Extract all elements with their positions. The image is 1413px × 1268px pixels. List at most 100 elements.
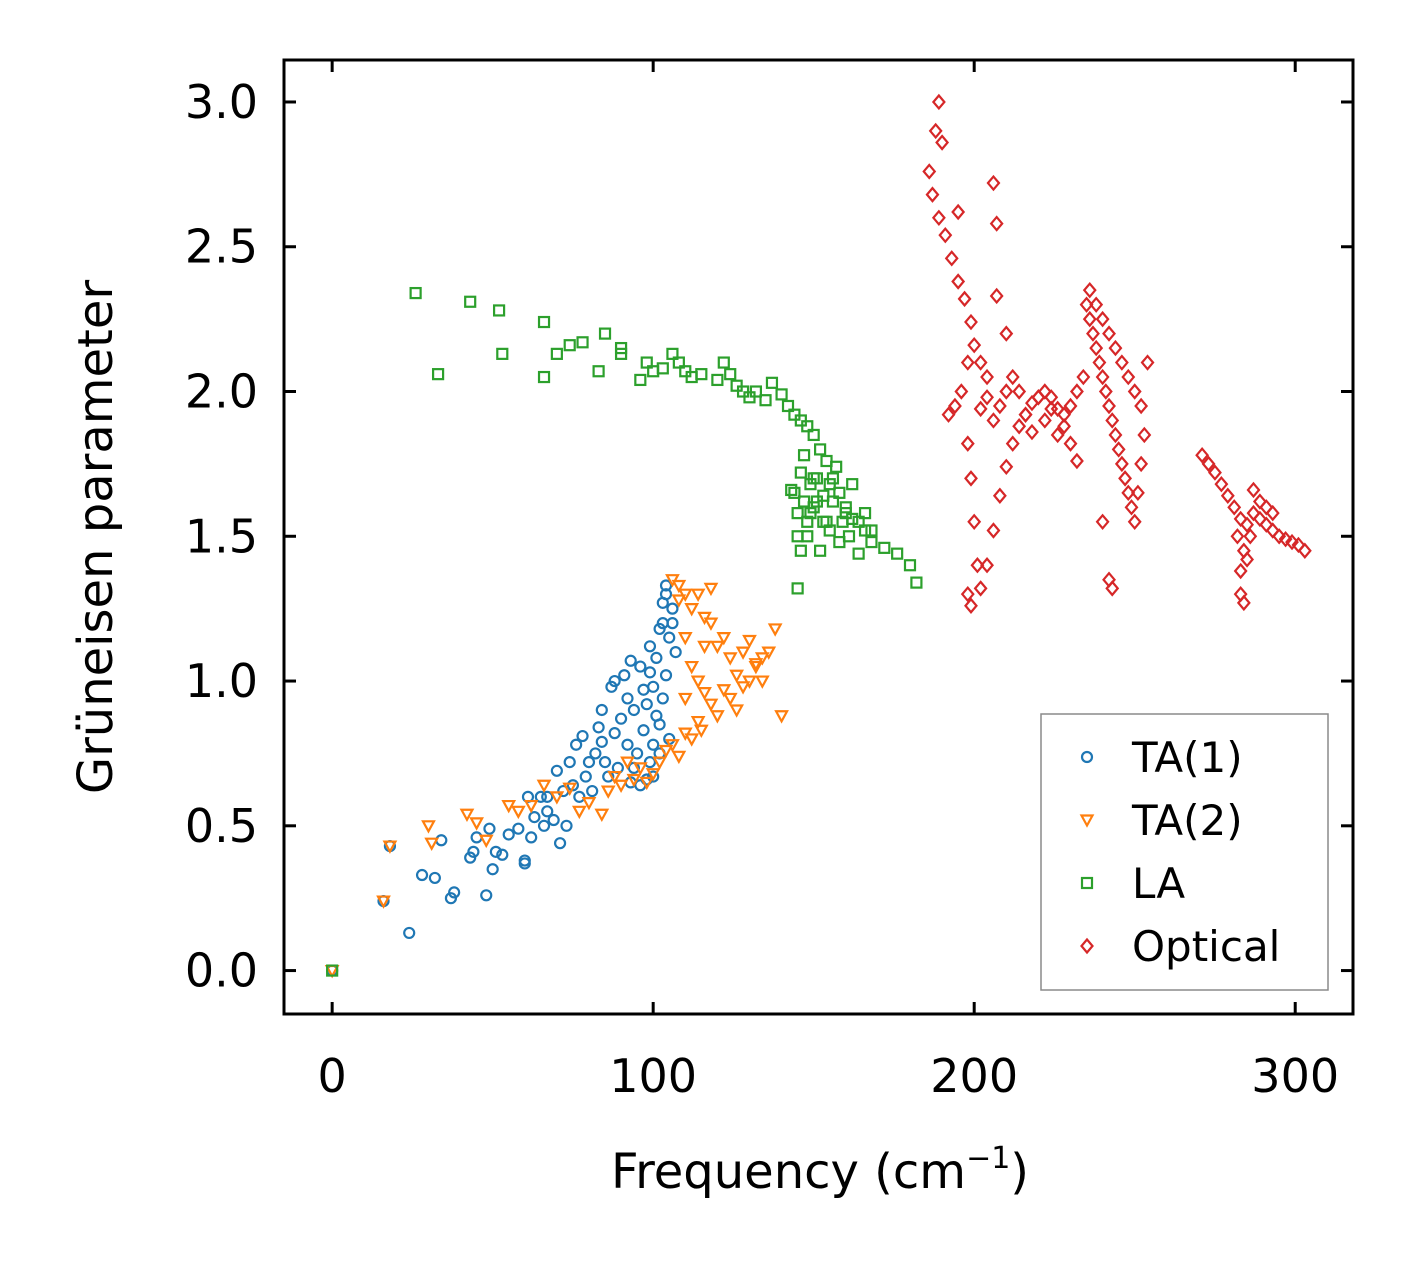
data-point	[1031, 389, 1046, 406]
data-point	[656, 692, 669, 705]
data-point	[421, 820, 436, 834]
data-point	[1243, 528, 1258, 545]
data-point	[960, 354, 975, 371]
data-point	[409, 286, 422, 300]
data-point	[1082, 310, 1097, 328]
data-point	[560, 819, 573, 832]
data-point	[695, 368, 708, 381]
x-axis-label-close: )	[1010, 1144, 1029, 1200]
data-point	[761, 646, 777, 660]
data-point	[656, 362, 669, 375]
data-point	[613, 779, 629, 794]
data-point	[549, 791, 565, 805]
data-point	[671, 579, 687, 594]
data-point	[1134, 397, 1149, 415]
data-point	[1240, 551, 1255, 568]
data-point	[823, 478, 836, 491]
data-point	[523, 799, 539, 814]
data-point	[858, 524, 872, 537]
data-point	[576, 336, 589, 349]
data-point	[810, 472, 823, 485]
data-point	[980, 557, 994, 574]
data-point	[665, 739, 680, 753]
data-point	[788, 486, 801, 499]
data-point	[1114, 455, 1129, 473]
data-point	[684, 660, 700, 675]
data-point	[684, 733, 700, 747]
data-point	[999, 383, 1014, 400]
data-point	[925, 186, 940, 203]
data-point	[703, 698, 719, 712]
data-point	[735, 646, 751, 660]
data-point	[528, 811, 541, 824]
legend-marker	[1080, 937, 1094, 955]
data-point	[1105, 412, 1120, 429]
data-point	[586, 784, 599, 798]
data-point	[1121, 484, 1136, 502]
data-point	[865, 535, 878, 549]
data-point	[1137, 426, 1152, 444]
data-point	[624, 654, 637, 667]
data-point	[582, 756, 596, 769]
data-point	[1037, 383, 1052, 400]
data-point	[748, 658, 764, 672]
data-point	[647, 738, 660, 751]
data-point	[608, 727, 621, 740]
data-point	[1063, 435, 1078, 452]
data-point	[891, 547, 904, 560]
data-point	[951, 203, 966, 221]
y-tick-label: 0.5	[185, 799, 258, 853]
data-point	[1278, 530, 1293, 548]
data-point	[999, 458, 1014, 475]
data-point	[1265, 522, 1280, 539]
data-point	[563, 339, 576, 352]
data-point	[671, 594, 687, 608]
data-point	[1037, 412, 1052, 429]
data-point	[666, 617, 679, 630]
legend-label: TA(1)	[1131, 733, 1243, 782]
x-axis-label-main: Frequency (cm	[611, 1144, 966, 1200]
data-point	[1092, 354, 1107, 371]
data-point	[1102, 325, 1116, 342]
data-point	[326, 964, 339, 977]
data-point	[989, 215, 1004, 232]
data-point	[669, 645, 682, 659]
data-point	[1079, 296, 1094, 313]
data-point	[496, 347, 509, 360]
data-point	[1005, 435, 1020, 452]
data-point	[640, 356, 653, 369]
data-point	[626, 773, 642, 788]
data-point	[830, 460, 843, 473]
data-point	[1102, 397, 1116, 415]
data-point	[671, 750, 687, 765]
y-tick-label: 1.5	[185, 509, 258, 563]
data-point	[608, 674, 621, 688]
data-point	[650, 651, 663, 664]
data-point	[1098, 383, 1113, 400]
data-point	[639, 776, 655, 791]
data-point	[1297, 542, 1312, 559]
data-point	[634, 373, 647, 387]
data-point	[964, 313, 978, 331]
data-point	[801, 530, 814, 543]
data-point	[1095, 310, 1110, 328]
data-point	[643, 756, 657, 769]
data-point	[647, 770, 660, 783]
data-point	[973, 580, 988, 597]
data-point	[711, 373, 724, 387]
data-point	[1089, 339, 1104, 357]
data-point	[571, 805, 587, 820]
series-ta-2	[324, 574, 789, 979]
data-point	[1130, 484, 1145, 502]
data-point	[1086, 325, 1100, 342]
data-point	[1012, 383, 1027, 400]
data-point	[518, 854, 531, 867]
data-point	[470, 831, 483, 844]
data-point	[690, 588, 706, 602]
data-point	[553, 837, 567, 850]
data-point	[480, 889, 493, 902]
data-point	[547, 813, 560, 827]
data-point	[759, 394, 772, 407]
data-point	[652, 756, 667, 770]
data-point	[467, 845, 480, 858]
